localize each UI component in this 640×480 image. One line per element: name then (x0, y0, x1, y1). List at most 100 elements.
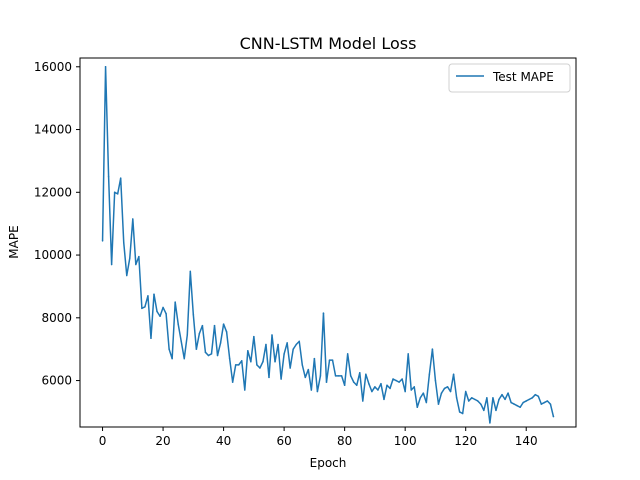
data-point (434, 379, 437, 382)
data-point (198, 332, 201, 335)
data-point (237, 364, 240, 366)
data-point (467, 400, 470, 402)
data-point (546, 400, 549, 402)
data-point (359, 371, 361, 374)
data-point (244, 389, 246, 391)
data-point (132, 218, 134, 220)
data-point (507, 392, 509, 394)
data-point (135, 263, 137, 266)
data-point (162, 306, 164, 309)
data-point (413, 386, 415, 388)
data-point (474, 398, 476, 401)
data-point (428, 373, 431, 376)
y-tick-label: 10000 (34, 248, 72, 262)
plot-area: 0 20 40 60 80 100 120 140 6000 8000 10000 12000 140… (34, 57, 577, 448)
data-point (319, 375, 322, 377)
data-point (295, 343, 297, 346)
x-tick-label: 0 (99, 434, 107, 448)
data-point (307, 368, 310, 371)
data-point (483, 409, 485, 412)
data-point (477, 400, 479, 402)
data-point (289, 367, 291, 369)
data-point (549, 403, 552, 405)
data-point (431, 348, 434, 350)
data-point (301, 364, 304, 366)
data-point (471, 397, 473, 399)
data-point (153, 293, 155, 296)
data-point (292, 348, 294, 350)
data-point (228, 357, 231, 360)
data-point (480, 403, 482, 405)
data-point (253, 335, 255, 338)
data-point (349, 375, 352, 377)
data-point (437, 403, 440, 405)
data-point (180, 340, 182, 343)
data-point (464, 390, 467, 393)
data-point (110, 263, 113, 266)
data-point (552, 415, 555, 418)
data-point (458, 411, 461, 413)
data-point (168, 348, 170, 350)
y-tick-label: 16000 (34, 60, 72, 74)
data-point (129, 257, 131, 259)
data-point (337, 375, 340, 377)
x-tick-label: 120 (454, 434, 477, 448)
data-point (147, 295, 149, 297)
data-point (340, 375, 343, 377)
data-point (177, 323, 179, 325)
y-tick-label: 8000 (41, 311, 72, 325)
data-point (304, 376, 307, 379)
data-point (352, 381, 355, 383)
data-point (398, 381, 400, 383)
data-point (219, 342, 222, 344)
data-point (204, 351, 207, 354)
data-point (262, 360, 264, 363)
data-point (122, 241, 125, 244)
data-point (383, 398, 385, 401)
x-tick-label: 80 (337, 434, 352, 448)
data-point (107, 175, 110, 178)
data-point (489, 422, 491, 424)
x-axis: 0 20 40 60 80 100 120 140 (99, 427, 538, 448)
data-point (231, 381, 234, 383)
data-point (419, 397, 422, 399)
data-point (286, 342, 288, 344)
data-point (165, 312, 167, 315)
x-tick-label: 140 (515, 434, 538, 448)
data-point (328, 359, 331, 361)
data-point (392, 378, 394, 380)
data-point (234, 364, 237, 366)
data-point (247, 350, 249, 352)
data-point (440, 392, 443, 394)
data-point (425, 401, 428, 404)
data-point (531, 397, 534, 399)
data-point (174, 301, 176, 303)
data-point (380, 382, 382, 385)
data-point (195, 348, 198, 350)
data-point (222, 323, 225, 325)
data-point (498, 398, 500, 401)
x-axis-label: Epoch (310, 456, 347, 470)
data-point (156, 310, 158, 313)
data-point (113, 191, 116, 194)
data-point (225, 331, 228, 333)
data-point (401, 378, 403, 380)
data-point (407, 353, 409, 355)
data-point (322, 312, 325, 314)
data-point (534, 393, 537, 396)
data-point (495, 409, 497, 412)
data-point (183, 357, 185, 360)
data-point (513, 403, 515, 405)
data-point (461, 412, 464, 415)
data-point (528, 398, 530, 401)
data-point (259, 367, 261, 369)
data-point (241, 360, 243, 362)
data-point (216, 354, 219, 357)
data-point (422, 392, 425, 394)
data-point (540, 403, 543, 405)
data-point (274, 360, 276, 363)
y-tick-label: 12000 (34, 185, 72, 199)
data-point (268, 376, 270, 379)
data-point (389, 387, 391, 390)
data-point (141, 307, 143, 310)
